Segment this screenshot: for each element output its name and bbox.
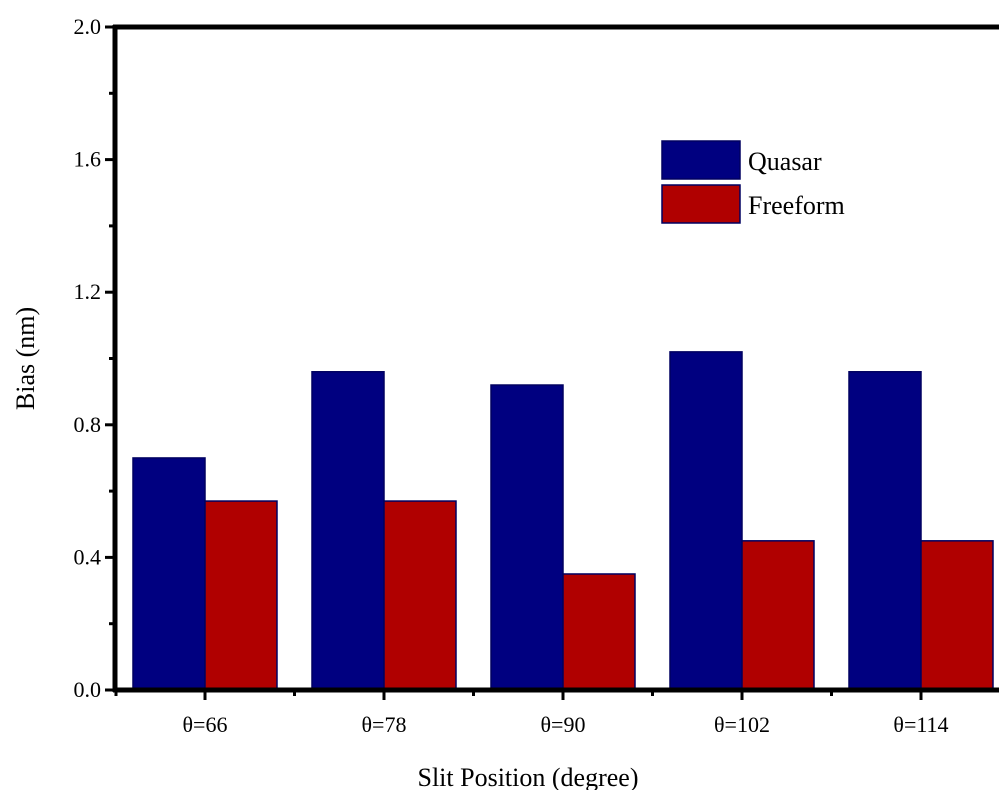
bar-freeform-1 <box>383 500 457 691</box>
bar-freeform-3 <box>741 540 815 691</box>
y-ticks-group: 0.0 0.4 0.8 1.2 1.6 2.0 <box>74 14 115 702</box>
bar-quasar-0 <box>132 457 206 691</box>
bar-quasar-3 <box>669 351 743 691</box>
bar-quasar-1 <box>311 371 385 691</box>
legend-swatch-freeform <box>661 184 741 224</box>
legend: Quasar Freeform <box>661 140 845 224</box>
x-tick-label: θ=78 <box>362 712 407 737</box>
x-tick-label: θ=114 <box>893 712 948 737</box>
bar-freeform-4 <box>920 540 994 691</box>
bar-quasar-2 <box>490 384 564 691</box>
legend-label-freeform: Freeform <box>748 191 845 220</box>
bars-group <box>132 351 994 691</box>
y-tick-label: 0.4 <box>74 544 102 569</box>
y-tick-label: 0.0 <box>74 677 102 702</box>
x-ticks-group: θ=66 θ=78 θ=90 θ=102 θ=114 <box>114 690 949 737</box>
x-axis-title: Slit Position (degree) <box>418 763 639 790</box>
bar-quasar-4 <box>848 371 922 691</box>
legend-label-quasar: Quasar <box>748 147 822 176</box>
y-tick-label: 1.6 <box>74 147 102 172</box>
x-tick-label: θ=66 <box>183 712 228 737</box>
bar-freeform-0 <box>204 500 278 691</box>
y-axis-title: Bias (nm) <box>11 307 40 410</box>
x-tick-label: θ=102 <box>714 712 770 737</box>
x-tick-label: θ=90 <box>541 712 586 737</box>
bar-freeform-2 <box>562 573 636 691</box>
y-tick-label: 0.8 <box>74 412 102 437</box>
legend-swatch-quasar <box>661 140 741 180</box>
y-tick-label: 1.2 <box>74 279 102 304</box>
y-tick-label: 2.0 <box>74 14 102 39</box>
